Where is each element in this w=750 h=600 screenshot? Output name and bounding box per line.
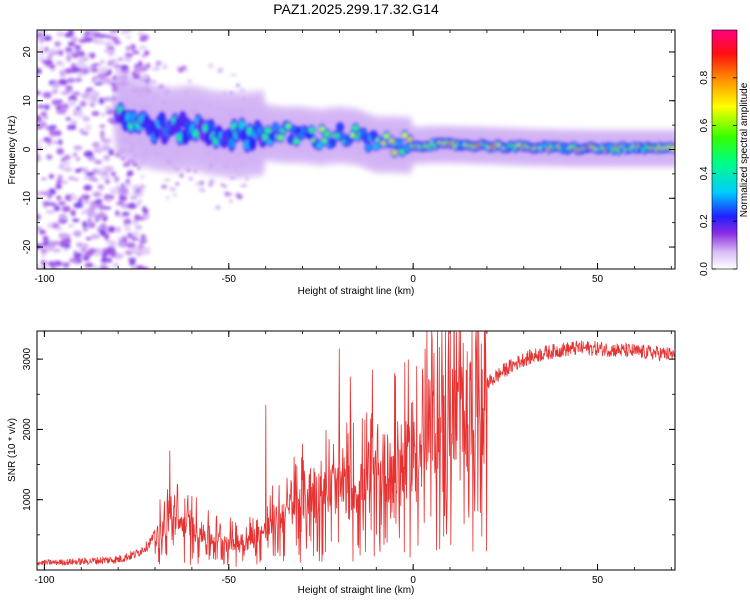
y-tick-label: 20 (22, 46, 33, 58)
y-tick-label: 0 (22, 146, 33, 152)
colorbar: 0.0 0.2 0.4 0.6 0.8 Normalized spectral ampl… (699, 29, 750, 276)
y-tick-label: 1000 (22, 488, 33, 511)
y-tick-label: 2000 (22, 418, 33, 441)
colorbar-gradient (712, 30, 737, 269)
colorbar-ticks: 0.0 0.2 0.4 0.6 0.8 (699, 70, 737, 276)
x-tick-label: -100 (34, 274, 54, 285)
snr-ylabel: SNR (10 * v/v) (7, 418, 18, 482)
x-tick-label: -50 (222, 274, 237, 285)
colorbar-tick-label: 0.2 (699, 214, 710, 228)
spectrogram-heat (37, 30, 675, 269)
snr-background (37, 331, 675, 570)
x-tick-label: 50 (592, 274, 604, 285)
snr-ticks: -100 -50 0 50 1000 2000 3000 (22, 331, 675, 586)
colorbar-label: Normalized spectral amplitude (739, 82, 750, 217)
x-tick-label: 0 (410, 575, 416, 586)
colorbar-tick-label: 0.6 (699, 118, 710, 132)
colorbar-frame (711, 29, 738, 270)
x-tick-label: -100 (34, 575, 54, 586)
x-tick-label: 0 (410, 274, 416, 285)
colorbar-tick-label: 0.4 (699, 166, 710, 180)
spectrogram-xlabel: Height of straight line (km) (298, 286, 415, 297)
y-tick-label: -20 (22, 239, 33, 254)
y-tick-label: -10 (22, 191, 33, 206)
colorbar-tick-label: 0.0 (699, 262, 710, 276)
y-tick-label: 3000 (22, 348, 33, 371)
snr-xlabel: Height of straight line (km) (298, 585, 415, 596)
x-tick-label: 50 (592, 575, 604, 586)
spectrogram-ylabel: Frequency (Hz) (7, 116, 18, 185)
snr-panel: -100 -50 0 50 1000 2000 3000 Height of straigh… (7, 330, 676, 596)
snr-line (37, 331, 675, 567)
figure-title: PAZ1.2025.299.17.32.G14 (273, 1, 439, 17)
x-tick-label: -50 (222, 575, 237, 586)
y-tick-label: 10 (22, 95, 33, 107)
snr-frame (36, 330, 676, 571)
colorbar-tick-label: 0.8 (699, 70, 710, 84)
